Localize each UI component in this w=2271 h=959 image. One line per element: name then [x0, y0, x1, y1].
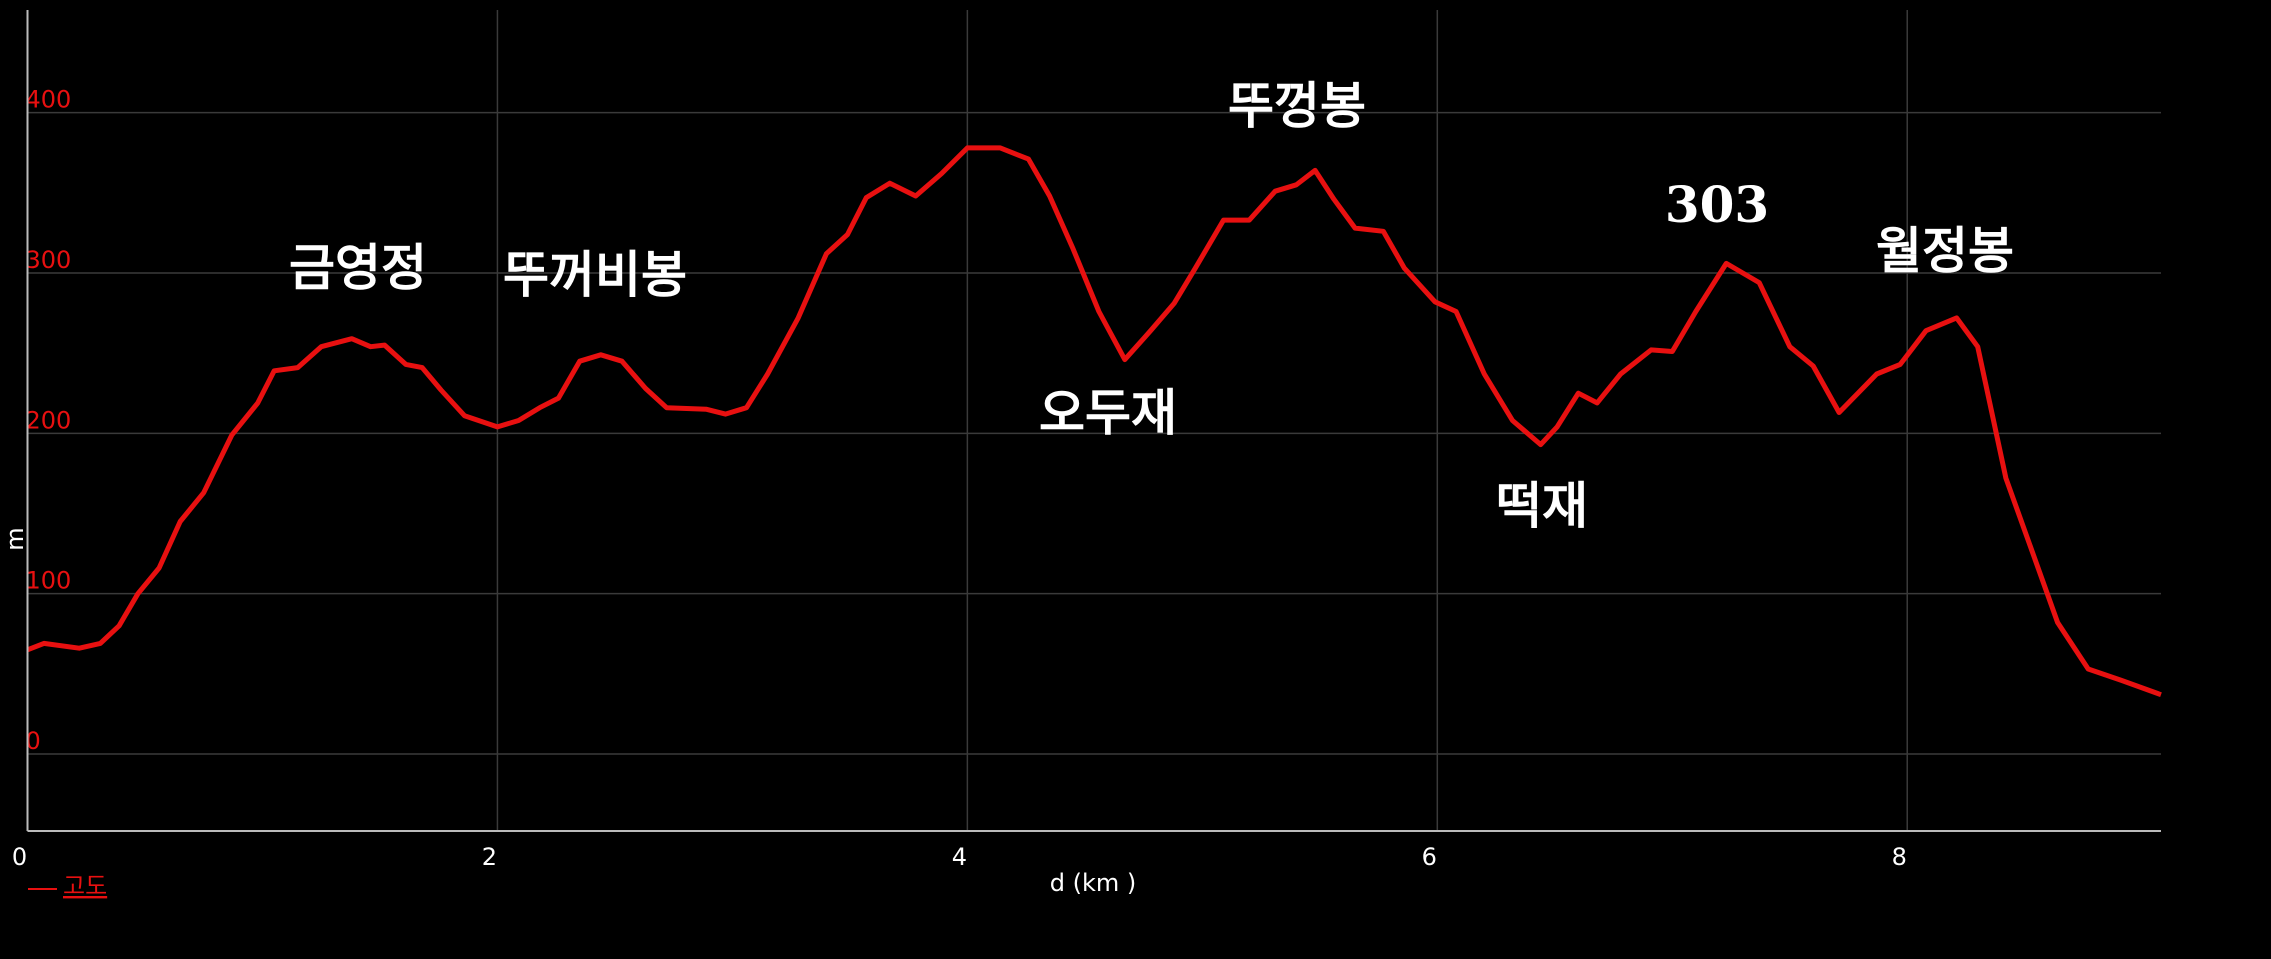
x-tick-label: 4 — [952, 843, 967, 871]
annotation: 떡재 — [1496, 476, 1588, 535]
x-tick-label: 2 — [482, 843, 497, 871]
y-tick-label: 400 — [26, 86, 72, 114]
annotation: 월정봉 — [1876, 221, 2014, 280]
y-tick-label: 200 — [26, 406, 72, 434]
annotation: 뚜껑봉 — [1228, 76, 1366, 135]
x-tick-label: 6 — [1422, 843, 1437, 871]
elevation-line — [26, 145, 2162, 698]
annotation: 오두재 — [1039, 383, 1177, 442]
x-tick-label: 8 — [1892, 843, 1907, 871]
y-tick-label: 0 — [26, 727, 41, 755]
annotation: 금영정 — [289, 238, 427, 297]
annotation: 뚜꺼비봉 — [503, 245, 687, 304]
y-tick-label: 300 — [26, 246, 72, 274]
x-tick-label: 0 — [12, 843, 27, 871]
plot — [26, 145, 2162, 698]
y-axis-label: m — [1, 527, 29, 550]
x-axis-label: d (km ) — [1050, 869, 1137, 897]
legend-label: 고도 — [63, 872, 107, 900]
annotation: 303 — [1665, 175, 1769, 234]
y-tick-label: 100 — [26, 567, 72, 595]
